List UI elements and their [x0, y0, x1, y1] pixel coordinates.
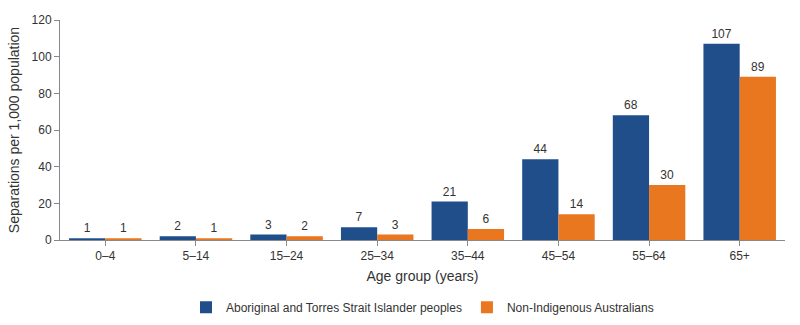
svg-text:3: 3	[265, 218, 272, 232]
svg-text:3: 3	[392, 218, 399, 232]
svg-text:0: 0	[45, 233, 52, 247]
svg-text:65+: 65+	[730, 249, 750, 263]
svg-text:107: 107	[711, 27, 731, 41]
svg-text:1: 1	[120, 221, 127, 235]
svg-text:20: 20	[38, 197, 52, 211]
svg-text:1: 1	[84, 221, 91, 235]
svg-text:40: 40	[38, 160, 52, 174]
svg-text:30: 30	[660, 168, 674, 182]
svg-text:21: 21	[443, 185, 457, 199]
svg-text:44: 44	[533, 142, 547, 156]
svg-text:35–44: 35–44	[451, 249, 485, 263]
svg-text:2: 2	[174, 219, 181, 233]
svg-text:45–54: 45–54	[542, 249, 576, 263]
svg-text:2: 2	[301, 219, 308, 233]
svg-text:25–34: 25–34	[361, 249, 395, 263]
svg-text:5–14: 5–14	[183, 249, 210, 263]
svg-text:7: 7	[356, 210, 363, 224]
svg-text:80: 80	[38, 87, 52, 101]
svg-text:68: 68	[624, 98, 638, 112]
svg-text:1: 1	[211, 221, 218, 235]
svg-text:Age group (years): Age group (years)	[366, 268, 478, 284]
svg-text:15–24: 15–24	[270, 249, 304, 263]
svg-text:Separations per 1,000 populati: Separations per 1,000 population	[6, 27, 22, 233]
svg-text:100: 100	[32, 50, 52, 64]
svg-text:6: 6	[482, 212, 489, 226]
svg-text:89: 89	[751, 60, 765, 74]
svg-text:14: 14	[570, 197, 584, 211]
svg-text:0–4: 0–4	[95, 249, 115, 263]
svg-text:Aboriginal and Torres Strait I: Aboriginal and Torres Strait Islander pe…	[226, 301, 462, 315]
svg-text:120: 120	[32, 13, 52, 27]
svg-text:55–64: 55–64	[632, 249, 666, 263]
svg-text:60: 60	[38, 123, 52, 137]
svg-text:Non-Indigenous Australians: Non-Indigenous Australians	[507, 301, 654, 315]
